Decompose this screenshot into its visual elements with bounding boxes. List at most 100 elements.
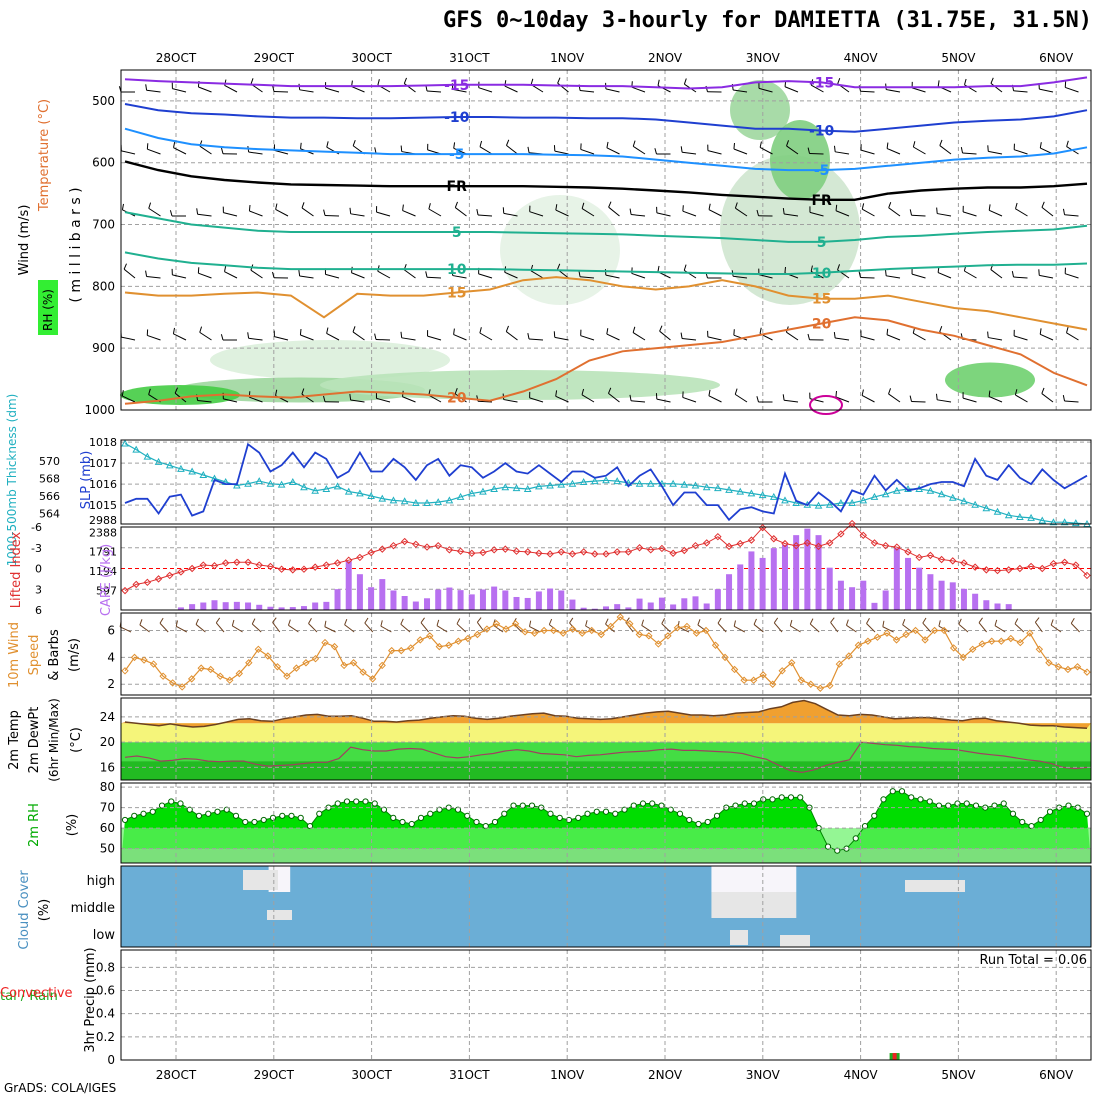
wind-speed-marker — [216, 672, 224, 680]
surface-wind-barb-flag — [922, 617, 927, 624]
slp-tick-label: 1015 — [89, 499, 117, 512]
rh-shading — [320, 370, 720, 400]
cloud-unit-label: (%) — [37, 899, 52, 922]
rh-marker — [343, 798, 351, 805]
wind-barb-flag — [323, 395, 326, 402]
wind-barb-flag — [349, 394, 352, 401]
thickness-marker — [132, 445, 141, 453]
bottom-date-label: 4NOV — [844, 1068, 879, 1082]
wind-barb — [1064, 214, 1079, 217]
wind-speed-marker — [1054, 663, 1063, 671]
rh-marker — [223, 806, 230, 813]
wind-barb — [911, 87, 926, 93]
wind-barb-flag — [835, 204, 838, 211]
cloud-patch — [730, 930, 748, 945]
wind-barb — [835, 337, 850, 341]
wind-barb-flag — [680, 146, 683, 153]
wind-barb — [248, 151, 263, 155]
wind-barb-flag — [326, 141, 329, 148]
cape-bar — [658, 597, 665, 610]
top-date-label: 4NOV — [844, 51, 879, 65]
thickness-tick-label: 568 — [39, 473, 60, 486]
cloud-patch — [780, 935, 810, 947]
rh-marker — [149, 808, 156, 815]
lifted-index-marker — [523, 548, 532, 556]
thickness-marker — [1038, 516, 1047, 524]
rh-shading — [210, 340, 450, 380]
rh-marker — [676, 810, 684, 817]
thickness-marker — [892, 486, 901, 494]
wind-barb — [478, 273, 493, 279]
wind-barb — [631, 272, 646, 279]
wind-barb — [860, 90, 875, 93]
isotherm-line — [124, 276, 1088, 331]
wind10-axis-label-d: (m/s) — [67, 638, 82, 672]
rh-marker — [482, 822, 489, 830]
wind-barb — [1015, 394, 1028, 403]
wind-speed-marker — [626, 620, 634, 628]
wind-speed-marker — [835, 660, 844, 668]
dewpt-band-low — [121, 761, 1091, 780]
wind-barb-flag — [888, 201, 892, 208]
rh-marker — [1019, 818, 1026, 826]
wind-barb — [426, 90, 442, 93]
wind-barb-flag — [937, 80, 940, 87]
wind-barb-flag — [1014, 389, 1018, 396]
lifted-index-marker — [814, 542, 823, 551]
lifted-index-marker — [389, 541, 398, 550]
wind-speed-marker — [959, 653, 967, 662]
wind-barb — [274, 149, 289, 155]
cape-bar — [591, 608, 598, 610]
wind-barb-flag — [172, 327, 176, 334]
cape-bar — [468, 594, 475, 610]
wind-barb — [683, 269, 697, 279]
lifted-index-marker — [1027, 562, 1035, 571]
lifted-index-marker — [702, 539, 711, 547]
wind-barb-flag — [148, 202, 152, 209]
wind-speed-marker — [768, 680, 777, 688]
wind-speed-marker — [492, 620, 501, 628]
rh-marker — [667, 806, 674, 813]
wind-barb — [937, 399, 952, 403]
surface-wind-barb — [215, 622, 225, 633]
cape-bar — [737, 564, 744, 610]
cape-bar — [849, 587, 856, 610]
wind-barb — [809, 211, 824, 217]
wind-barb-flag — [939, 139, 943, 146]
wind-barb-flag — [939, 325, 943, 332]
slp-tick-label: 1016 — [89, 478, 117, 491]
isotherm-label: -5 — [814, 163, 830, 179]
cloud-axis-label: Cloud Cover — [17, 870, 32, 950]
wind-barb-flag — [835, 390, 838, 398]
surface-wind-barb-flag — [344, 619, 348, 625]
wind-speed-marker — [1016, 638, 1025, 647]
wind-barb — [478, 87, 493, 93]
cape-bar — [222, 602, 229, 610]
rh-marker — [871, 812, 878, 819]
rh-marker — [852, 835, 859, 842]
rh-shading — [720, 155, 860, 305]
wind-barb-flag — [810, 265, 813, 272]
surface-wind-barb-flag — [773, 617, 779, 624]
cape-bar — [860, 580, 867, 610]
top-date-label: 1NOV — [550, 51, 585, 65]
surface-wind-barb-flag — [456, 618, 461, 625]
wind-barb-flag — [683, 264, 687, 271]
wind-speed-marker — [740, 676, 748, 684]
rh-marker — [778, 794, 785, 801]
wind-barb — [605, 88, 620, 93]
lifted-index-marker — [367, 548, 375, 557]
surface-wind-barb-flag — [753, 618, 757, 625]
temp-area — [121, 700, 1091, 729]
pressure-tick-label: 600 — [92, 156, 115, 170]
lifted-index-marker — [546, 550, 554, 558]
thickness-marker — [512, 484, 521, 492]
wind-barb-flag — [247, 332, 250, 339]
wind-barb — [733, 148, 748, 155]
thickness-marker — [356, 489, 364, 497]
isotherm-line — [124, 127, 1088, 172]
cape-bar — [893, 548, 900, 610]
wind-speed-marker — [864, 637, 872, 645]
lifted-index-marker — [423, 543, 431, 551]
lifted-index-marker — [400, 537, 409, 546]
